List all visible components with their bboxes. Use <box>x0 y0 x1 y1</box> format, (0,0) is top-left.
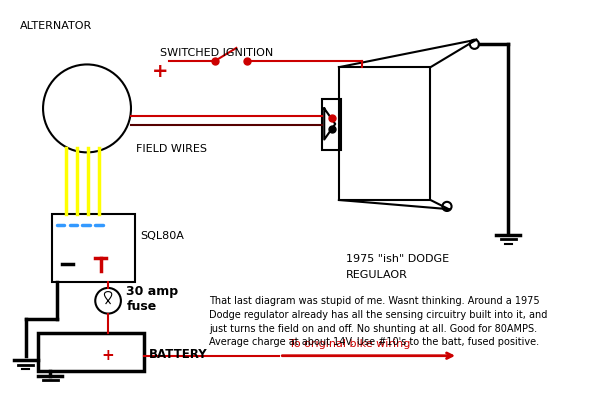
Text: 1975 "ish" DODGE: 1975 "ish" DODGE <box>346 254 449 264</box>
Text: 30 amp
fuse: 30 amp fuse <box>127 285 179 313</box>
Text: FIELD WIRES: FIELD WIRES <box>136 144 206 154</box>
Text: Dodge regulator already has all the sensing circuitry built into it, and: Dodge regulator already has all the sens… <box>209 310 547 320</box>
Bar <box>38 333 144 371</box>
Bar <box>52 214 134 282</box>
Text: BATTERY: BATTERY <box>148 348 207 362</box>
Text: +: + <box>102 348 115 363</box>
Text: +: + <box>152 62 169 81</box>
Text: SWITCHED IGNITION: SWITCHED IGNITION <box>160 48 274 58</box>
Text: That last diagram was stupid of me. Wasnt thinking. Around a 1975: That last diagram was stupid of me. Wasn… <box>209 296 539 306</box>
Text: SQL80A: SQL80A <box>140 231 184 241</box>
Text: To original bike wiring: To original bike wiring <box>289 338 410 348</box>
Text: REGULAOR: REGULAOR <box>346 270 408 280</box>
Text: Average charge at about 14V. Use #10's to the batt, fused positive.: Average charge at about 14V. Use #10's t… <box>209 337 539 347</box>
Bar <box>322 99 341 150</box>
Bar <box>339 67 430 200</box>
Text: ALTERNATOR: ALTERNATOR <box>20 21 92 31</box>
Text: just turns the field on and off. No shunting at all. Good for 80AMPS.: just turns the field on and off. No shun… <box>209 324 537 334</box>
